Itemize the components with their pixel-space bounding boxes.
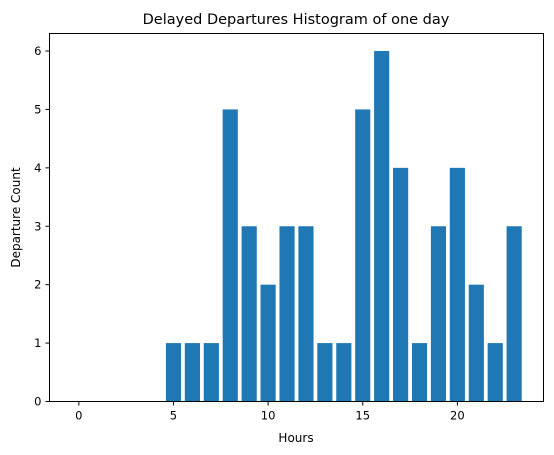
x-axis-ticks: 0 5 10 15 20 — [75, 401, 465, 423]
y-tick-label: 4 — [34, 161, 41, 175]
bar-hour-19 — [430, 226, 447, 402]
y-tick-label: 3 — [34, 219, 41, 233]
y-axis-label: Departure Count — [9, 167, 23, 268]
bar-hour-11 — [279, 226, 295, 402]
x-tick-label: 15 — [355, 409, 370, 423]
bar-hour-5 — [165, 343, 182, 402]
x-tick-label: 20 — [450, 409, 465, 423]
bar-hour-12 — [298, 226, 314, 402]
bar-hour-23 — [506, 226, 522, 402]
bar-hour-16 — [374, 51, 390, 402]
bar-hour-7 — [203, 343, 219, 402]
bar-hour-10 — [260, 284, 276, 402]
bar-hour-9 — [241, 226, 257, 402]
plot-frame — [49, 33, 544, 402]
bar-hour-22 — [487, 343, 503, 402]
bars-group — [165, 51, 522, 402]
y-tick-label: 2 — [34, 278, 41, 292]
chart-title: Delayed Departures Histogram of one day — [143, 12, 450, 28]
y-tick-label: 0 — [34, 395, 41, 409]
bar-hour-13 — [317, 343, 333, 402]
x-tick-label: 0 — [75, 409, 82, 423]
bar-hour-14 — [336, 343, 352, 402]
x-axis-label: Hours — [278, 431, 313, 445]
bar-hour-21 — [468, 284, 484, 402]
y-tick-label: 5 — [34, 102, 41, 116]
y-tick-label: 6 — [34, 44, 41, 58]
y-tick-label: 1 — [34, 336, 41, 350]
bar-hour-17 — [393, 167, 409, 402]
y-axis-ticks: 0 1 2 3 4 5 6 — [34, 44, 50, 409]
bar-hour-18 — [411, 343, 428, 402]
bar-hour-8 — [222, 109, 238, 402]
x-tick-label: 5 — [170, 409, 177, 423]
bar-hour-20 — [449, 167, 465, 402]
bar-hour-6 — [184, 343, 200, 402]
x-tick-label: 10 — [261, 409, 276, 423]
bar-hour-15 — [355, 109, 371, 402]
